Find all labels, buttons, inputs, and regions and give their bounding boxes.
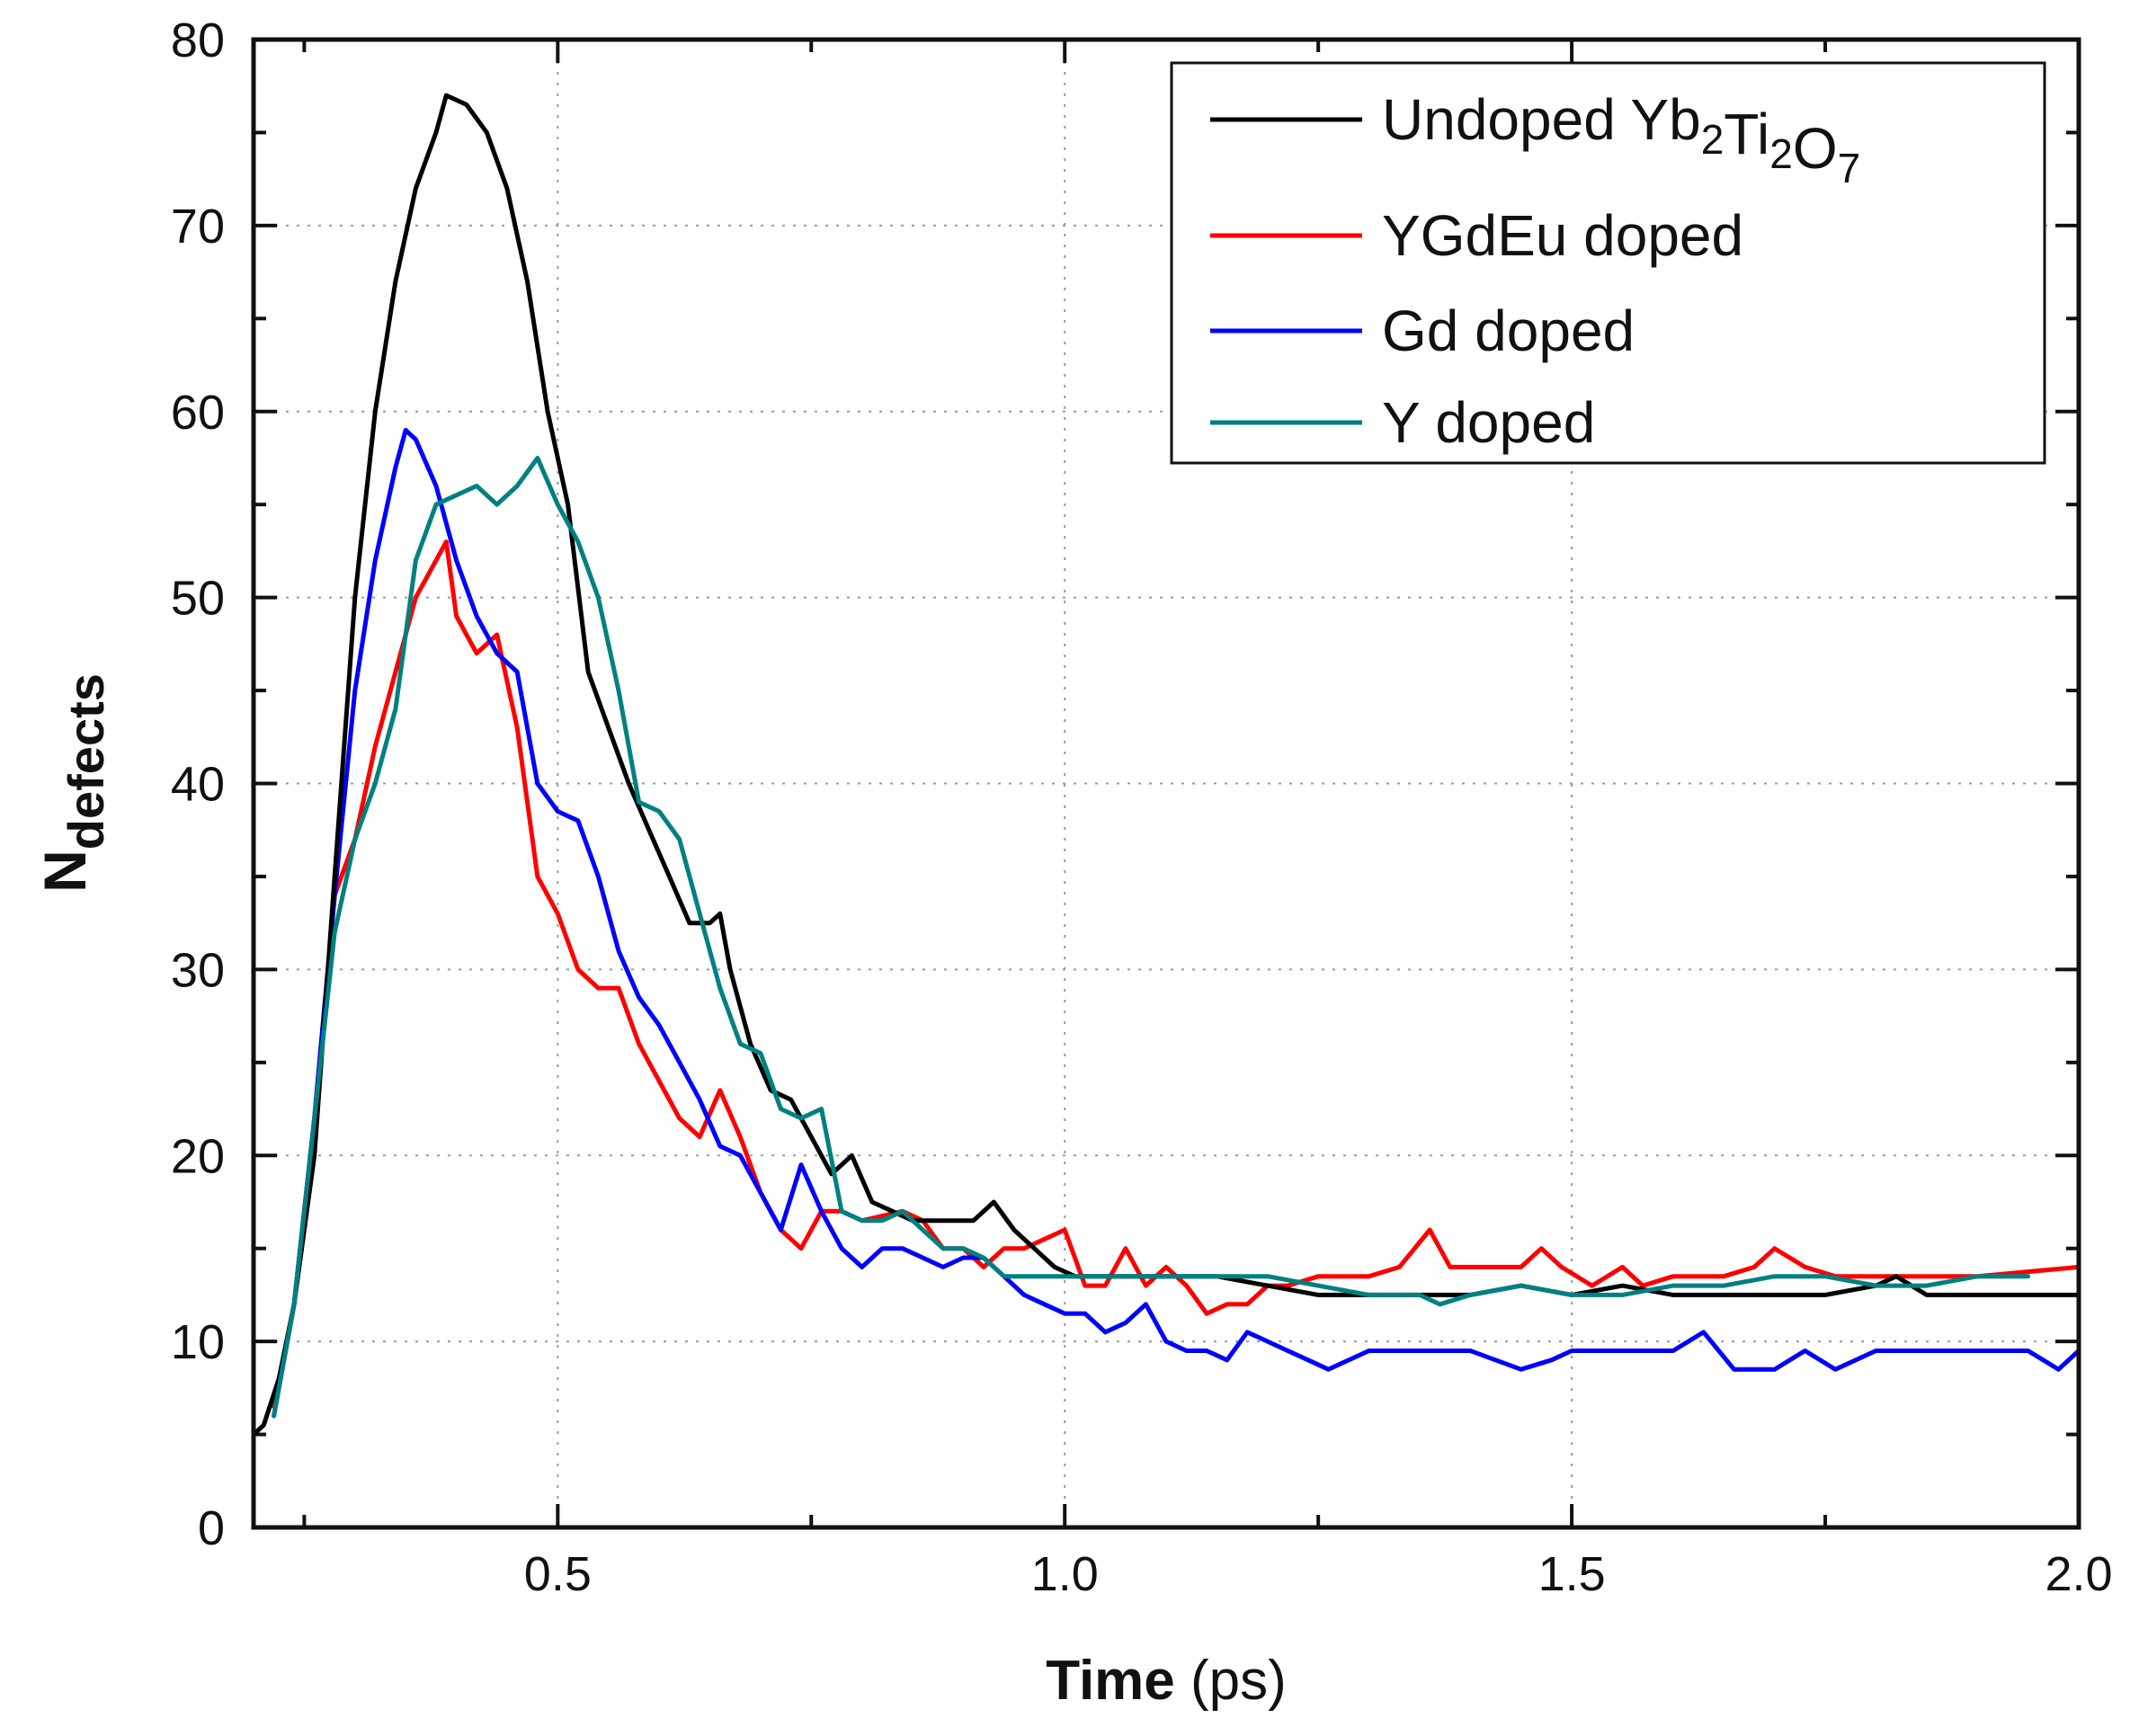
x-axis-title-unit: (ps) [1175, 1650, 1287, 1712]
y-tick-label: 0 [198, 1501, 225, 1555]
legend-label-undoped-yb: Undoped Yb2Ti2O7 [1382, 87, 1860, 191]
tick-layer: 0 10 20 30 40 50 60 70 80 0.5 1.0 1.5 2.0 [171, 13, 2113, 1601]
x-tick-label: 0.5 [524, 1547, 592, 1601]
legend-text-part: Ti [1724, 102, 1769, 166]
x-tick-label: 1.5 [1538, 1547, 1606, 1601]
y-tick-label: 40 [171, 758, 225, 812]
legend-label-ygdeu-doped: YGdEu doped [1382, 203, 1743, 268]
y-axis-title-main: N [31, 850, 98, 893]
x-tick-label: 1.0 [1031, 1547, 1099, 1601]
legend-text-part: O [1793, 116, 1838, 181]
y-tick-label: 80 [171, 13, 225, 67]
y-tick-label: 20 [171, 1129, 225, 1183]
x-axis-title-bold: Time [1046, 1650, 1175, 1712]
legend-text-part: Undoped Yb [1382, 87, 1701, 152]
x-axis-title: Time (ps) [1046, 1650, 1287, 1712]
y-tick-label: 70 [171, 200, 225, 254]
y-tick-label: 50 [171, 572, 225, 626]
series-layer [251, 93, 2081, 1438]
legend-box [1170, 61, 2046, 465]
y-tick-label: 10 [171, 1315, 225, 1369]
y-axis-title: Ndefects [31, 673, 114, 893]
legend-subscript: 2 [1701, 116, 1725, 163]
y-tick-label: 30 [171, 943, 225, 997]
grid-layer [254, 40, 2079, 1527]
y-axis-title-sub: defects [58, 673, 114, 850]
y-tick-label: 60 [171, 386, 225, 440]
legend-label-y-doped: Y doped [1382, 390, 1595, 455]
legend-subscript: 2 [1769, 130, 1793, 177]
legend-subscript: 7 [1838, 145, 1861, 191]
series-line-ygdeu-doped [272, 539, 2081, 1409]
x-tick-label: 2.0 [2045, 1547, 2112, 1601]
series-line-y-doped [272, 456, 2031, 1419]
legend-label-gd-doped: Gd doped [1382, 298, 1635, 363]
